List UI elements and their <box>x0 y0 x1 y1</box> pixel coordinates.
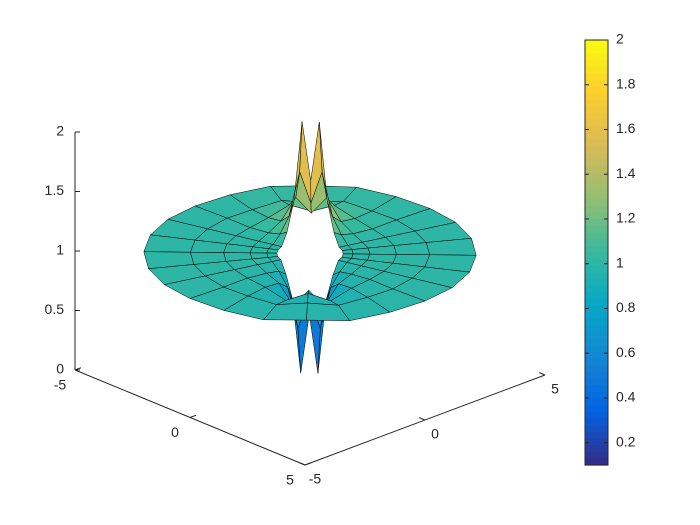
colorbar-band <box>585 292 608 300</box>
surface-patch <box>266 248 279 254</box>
z-tick-label: 2 <box>56 123 64 139</box>
colorbar-band <box>585 146 608 154</box>
colorbar-tick-label: 0.6 <box>616 344 636 360</box>
colorbar-band <box>585 378 608 386</box>
colorbar-band <box>585 126 608 134</box>
colorbar-band <box>585 438 608 446</box>
colorbar-band <box>585 232 608 240</box>
colorbar-band <box>585 272 608 280</box>
colorbar-frame <box>584 39 609 466</box>
colorbar-band <box>585 418 608 426</box>
y-tick <box>299 462 306 466</box>
z-tick-label: 0 <box>56 361 64 377</box>
colorbar-band <box>585 365 608 373</box>
colorbar-tick-label: 1.4 <box>616 165 636 181</box>
colorbar-band <box>585 66 608 74</box>
colorbar-band <box>585 113 608 121</box>
surface-patch <box>342 249 354 255</box>
colorbar-band <box>585 212 608 220</box>
colorbar-band <box>585 358 608 366</box>
colorbar-tick-label: 1.8 <box>616 75 636 91</box>
colorbar-band <box>585 332 608 340</box>
colorbar-band <box>585 206 608 214</box>
colorbar-band <box>585 225 608 234</box>
colorbar-band <box>585 46 608 54</box>
colorbar-band <box>585 338 608 347</box>
z-tick-label: 1 <box>56 242 64 258</box>
colorbar-band <box>585 106 608 114</box>
colorbar-tick-label: 1.6 <box>616 120 636 136</box>
y-tick-label: 0 <box>431 426 439 442</box>
colorbar-band <box>585 239 608 247</box>
colorbar-tick-label: 0.2 <box>616 433 636 449</box>
colorbar-band <box>585 186 608 194</box>
colorbar-band <box>585 179 608 187</box>
x-tick-label: 0 <box>171 424 179 440</box>
colorbar-band <box>585 86 608 94</box>
colorbar-band <box>585 411 608 420</box>
colorbar-band <box>585 40 608 48</box>
colorbar-band <box>585 245 608 254</box>
colorbar-band <box>585 79 608 88</box>
colorbar-band <box>585 345 608 353</box>
colorbar-band <box>585 93 608 101</box>
colorbar-tick-label: 2 <box>616 31 624 47</box>
colorbar-band <box>585 59 608 68</box>
colorbar-band <box>585 405 608 413</box>
colorbar-band <box>585 372 608 380</box>
colorbar-band <box>585 298 608 307</box>
colorbar-band <box>585 445 608 453</box>
colorbar-band <box>585 318 608 327</box>
colorbar-band <box>585 391 608 400</box>
colorbar-band <box>585 458 608 466</box>
colorbar-band <box>585 398 608 406</box>
colorbar-tick-label: 0.8 <box>616 299 636 315</box>
colorbar-band <box>585 385 608 393</box>
colorbar-band <box>585 425 608 433</box>
surface-patch <box>306 302 350 321</box>
colorbar-band <box>585 285 608 293</box>
colorbar-band <box>585 305 608 313</box>
colorbar-band <box>585 352 608 360</box>
y-tick-label: 5 <box>551 381 559 397</box>
colorbar-band <box>585 132 608 141</box>
x-tick <box>189 414 197 418</box>
y-tick <box>539 372 546 376</box>
colorbar-band <box>585 73 608 81</box>
colorbar-band <box>585 451 608 459</box>
colorbar-tick-label: 1.2 <box>616 210 636 226</box>
colorbar-band <box>585 152 608 161</box>
colorbar-band <box>585 252 608 260</box>
colorbar-band <box>585 265 608 274</box>
colorbar-band <box>585 159 608 167</box>
colorbar-band <box>585 259 608 267</box>
colorbar-band <box>585 325 608 333</box>
colorbar-band <box>585 119 608 127</box>
colorbar-band <box>585 199 608 207</box>
colorbar-band <box>585 53 608 61</box>
y-tick <box>419 417 426 421</box>
colorbar-band <box>585 139 608 147</box>
colorbar-band <box>585 172 608 181</box>
colorbar-tick-label: 0.4 <box>616 389 636 405</box>
z-tick-label: 1.5 <box>45 182 65 198</box>
colorbar-band <box>585 431 608 440</box>
colorbar-band <box>585 219 608 227</box>
colorbar-tick-label: 1 <box>616 254 624 270</box>
surface-patch <box>310 121 323 204</box>
x-tick-label: 5 <box>286 472 294 488</box>
colorbar-band <box>585 312 608 320</box>
colorbar-band <box>585 192 608 200</box>
y-tick-label: -5 <box>309 471 322 487</box>
z-tick-label: 0.5 <box>45 301 65 317</box>
colorbar-band <box>585 166 608 174</box>
x-tick-label: -5 <box>54 377 67 393</box>
x-tick <box>304 462 312 466</box>
colorbar-band <box>585 279 608 287</box>
colorbar-band <box>585 99 608 108</box>
